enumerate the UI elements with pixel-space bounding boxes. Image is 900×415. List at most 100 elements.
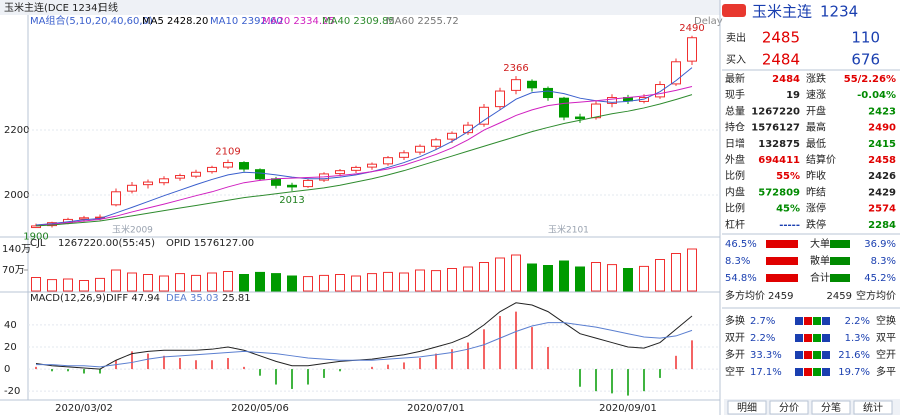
candle-body xyxy=(399,152,409,158)
diff-line xyxy=(35,302,693,370)
row-value: 132875 xyxy=(758,139,800,150)
volume-bar xyxy=(463,266,473,292)
candle-body xyxy=(239,162,249,170)
position-swatch xyxy=(795,351,803,359)
volume-bar xyxy=(143,274,153,292)
position-swatch xyxy=(822,317,830,325)
tab[interactable] xyxy=(853,400,893,415)
volume-bar xyxy=(95,277,105,292)
buy-volume: 676 xyxy=(851,51,880,69)
row-value: ----- xyxy=(779,220,800,231)
row-label: 日增 xyxy=(725,137,745,150)
volume-bar xyxy=(127,272,137,292)
volume-bar xyxy=(575,266,585,292)
volume-bar xyxy=(639,265,649,292)
volume-bar xyxy=(367,273,377,292)
volume-name: CJL xyxy=(30,238,46,249)
position-swatch xyxy=(813,334,821,342)
volume-bar xyxy=(431,270,441,292)
volume-info: 1267220.00(55:45) xyxy=(58,238,155,249)
y-tick-label: -20 xyxy=(4,386,20,397)
flow-bar xyxy=(830,274,850,282)
ma-label: MA10 2392.60 xyxy=(210,16,283,27)
x-tick-label: 2020/05/06 xyxy=(231,403,289,414)
volume-bar xyxy=(271,273,281,292)
row-label: 跌停 xyxy=(806,218,826,231)
volume-bar xyxy=(591,262,601,292)
candle-body xyxy=(127,184,137,192)
candle-body xyxy=(351,166,361,171)
candle-body xyxy=(271,178,281,186)
quote-code: 1234 xyxy=(820,3,858,21)
tab-label[interactable]: 分笔 xyxy=(821,401,841,414)
candle-body xyxy=(671,61,681,85)
flow-name: 大单 xyxy=(810,237,830,250)
buy-price: 2484 xyxy=(762,51,800,69)
position-value: 19.7% xyxy=(838,367,870,378)
volume-bar xyxy=(319,274,329,292)
volume-bar xyxy=(79,280,89,292)
sell-label: 卖出 xyxy=(726,31,746,44)
extreme-label: 2490 xyxy=(679,23,704,34)
volume-bar xyxy=(207,272,217,292)
row-value: 55/2.26% xyxy=(844,74,896,85)
tab-label[interactable]: 明细 xyxy=(737,401,757,414)
x-tick-label: 2020/07/01 xyxy=(407,403,465,414)
candle-body xyxy=(591,103,601,119)
row-label: 杠杆 xyxy=(725,218,745,231)
row-value: 2490 xyxy=(868,123,896,134)
row-label: 最新 xyxy=(725,72,745,85)
volume-bar xyxy=(303,276,313,292)
position-label: 双平 xyxy=(876,332,896,344)
candle-body xyxy=(383,157,393,165)
x-tick-label: 2020/09/01 xyxy=(599,403,657,414)
row-value: 2458 xyxy=(868,155,896,166)
period[interactable]: 日线 xyxy=(98,1,118,14)
candle-body xyxy=(559,97,569,118)
tab-label[interactable]: 统计 xyxy=(863,401,883,414)
flow-name: 合计 xyxy=(810,271,830,284)
position-label: 空开 xyxy=(876,348,896,361)
ma-label: MA40 2309.85 xyxy=(322,16,395,27)
position-value: 33.3% xyxy=(750,350,782,361)
volume-bar xyxy=(31,277,41,292)
y-tick-label: 20 xyxy=(4,342,17,353)
position-swatch xyxy=(795,317,803,325)
sell-volume: 110 xyxy=(851,29,880,47)
volume-bar xyxy=(175,273,185,292)
flow-bar xyxy=(766,274,798,282)
position-swatch xyxy=(804,351,812,359)
position-value: 2.7% xyxy=(750,316,775,327)
tab[interactable] xyxy=(727,400,767,415)
candle-body xyxy=(575,116,585,120)
tab[interactable] xyxy=(811,400,851,415)
row-value: 2423 xyxy=(868,106,896,117)
row-label: 外盘 xyxy=(725,153,745,166)
tab-label[interactable]: 分价 xyxy=(779,402,799,414)
candle-body xyxy=(111,191,121,206)
volume-bar xyxy=(543,265,553,292)
extreme-label: 2366 xyxy=(503,63,528,74)
macd-label: 25.81 xyxy=(222,293,251,304)
candle-body xyxy=(543,87,553,99)
flow-buy: 8.3% xyxy=(725,256,750,267)
candle-body xyxy=(415,145,425,153)
position-swatch xyxy=(822,334,830,342)
flow-name: 散单 xyxy=(810,254,830,267)
quote-name: 玉米主连 xyxy=(752,3,812,21)
volume-opid: OPID 1576127.00 xyxy=(166,238,254,249)
position-label: 多开 xyxy=(725,348,745,361)
position-swatch xyxy=(795,334,803,342)
row-label: 持仓 xyxy=(725,121,745,134)
volume-bar xyxy=(335,274,345,292)
ma-label: MA5 2428.20 xyxy=(142,16,208,27)
candle-body xyxy=(527,80,537,89)
volume-bar xyxy=(287,275,297,292)
position-value: 2.2% xyxy=(845,316,870,327)
position-label: 空换 xyxy=(876,314,896,327)
tab[interactable] xyxy=(769,400,809,415)
macd-name: MACD(12,26,9) xyxy=(30,293,106,304)
volume-bar xyxy=(671,253,681,292)
row-value: -0.04% xyxy=(857,90,896,101)
